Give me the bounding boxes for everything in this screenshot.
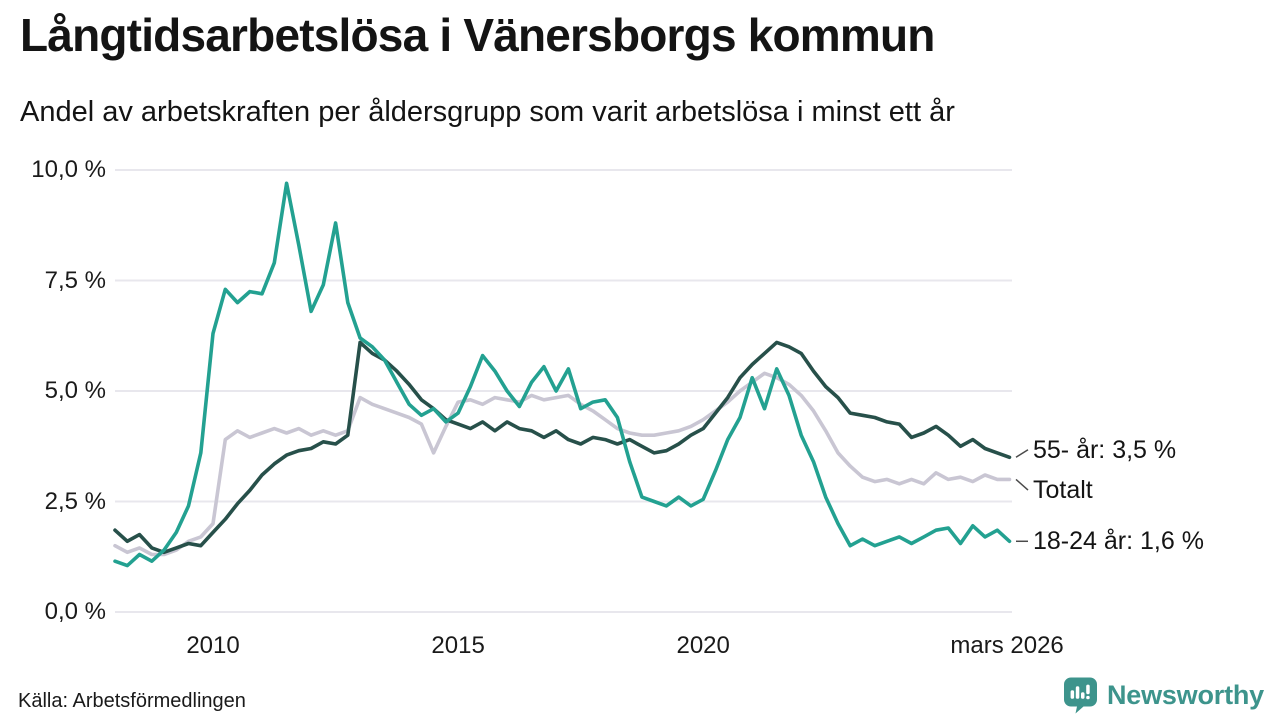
y-tick-label: 10,0 % <box>31 156 106 183</box>
chart-subtitle: Andel av arbetskraften per åldersgrupp s… <box>20 96 955 128</box>
x-tick-label: 2010 <box>186 632 240 659</box>
x-tick-label: 2020 <box>676 632 730 659</box>
x-tick-label: mars 2026 <box>950 632 1064 659</box>
series-line-18-24-r <box>113 181 1012 568</box>
annotation-connector <box>1015 449 1029 458</box>
y-tick-label: 5,0 % <box>44 377 106 404</box>
y-tick-label: 2,5 % <box>44 487 106 515</box>
y-tick-label: 0,0 % <box>44 598 106 625</box>
newsworthy-icon <box>1063 677 1097 714</box>
chart-title: Långtidsarbetslösa i Vänersborgs kommun <box>20 9 935 61</box>
x-tick-label: 2015 <box>431 632 485 659</box>
annotation-connector <box>1015 478 1029 491</box>
series-line-totalt <box>113 371 1012 557</box>
source-caption: Källa: Arbetsförmedlingen <box>18 690 246 712</box>
series-line-55-r <box>113 340 1012 555</box>
newsworthy-logo: Newsworthy <box>1063 677 1264 714</box>
series-end-label: 18-24 år: 1,6 % <box>1033 527 1204 556</box>
newsworthy-wordmark: Newsworthy <box>1106 680 1264 710</box>
y-tick-label: 7,5 % <box>44 266 106 294</box>
series-end-label: 55- år: 3,5 % <box>1033 435 1177 464</box>
series-end-label: Totalt <box>1033 476 1093 504</box>
